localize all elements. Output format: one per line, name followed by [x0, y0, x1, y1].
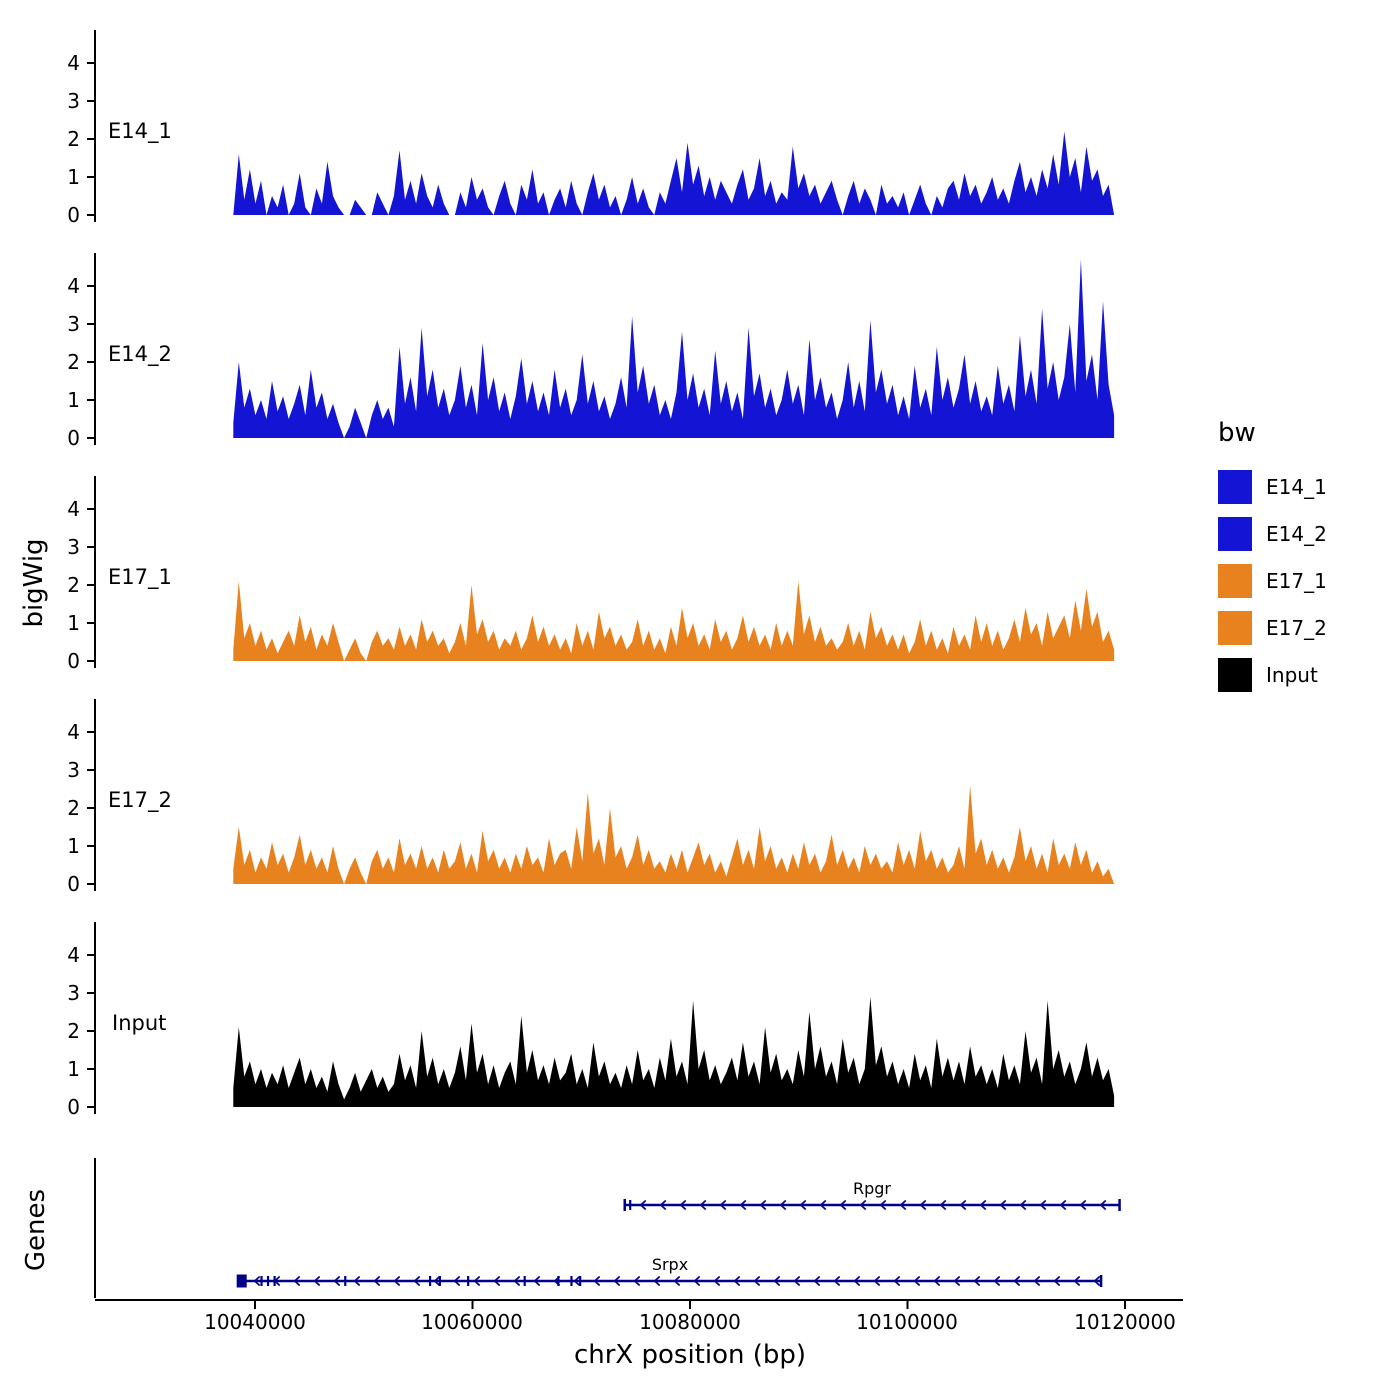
y-tick-label: 3 — [67, 89, 80, 113]
y-tick-label: 4 — [67, 51, 80, 75]
y-tick-label: 4 — [67, 943, 80, 967]
x-tick-label: 10040000 — [204, 1310, 306, 1334]
y-tick-label: 1 — [67, 834, 80, 858]
y-tick-label: 0 — [67, 872, 80, 896]
legend-swatch-input — [1218, 658, 1252, 692]
y-tick-label: 1 — [67, 388, 80, 412]
x-tick-label: 10120000 — [1074, 1310, 1176, 1334]
x-tick-label: 10080000 — [639, 1310, 741, 1334]
y-tick-label: 1 — [67, 165, 80, 189]
y-tick-label: 0 — [67, 649, 80, 673]
legend-entry-e17-2: E17_2 — [1218, 611, 1327, 645]
genes-axis-title: Genes — [21, 1188, 51, 1272]
y-tick-label: 4 — [67, 497, 80, 521]
y-tick-label: 2 — [67, 573, 80, 597]
gene-label-rpgr: Rpgr — [852, 1179, 892, 1198]
legend-title: bw — [1218, 418, 1256, 448]
legend-entry-e17-1: E17_1 — [1218, 564, 1327, 598]
y-tick-label: 1 — [67, 611, 80, 635]
legend-swatch-e17-2 — [1218, 611, 1252, 645]
legend-label: E17_1 — [1266, 569, 1327, 593]
y-tick-label: 2 — [67, 1019, 80, 1043]
legend-label: E14_2 — [1266, 522, 1327, 546]
y-tick-label: 3 — [67, 535, 80, 559]
facet-label-e17-1: E17_1 — [108, 565, 172, 589]
facet-label-e17-2: E17_2 — [108, 788, 172, 812]
y-tick-label: 2 — [67, 796, 80, 820]
x-tick-label: 10060000 — [421, 1310, 523, 1334]
gene-label-srpx: Srpx — [651, 1255, 689, 1274]
y-tick-label: 0 — [67, 1095, 80, 1119]
x-axis-title: chrX position (bp) — [573, 1340, 807, 1370]
y-tick-label: 4 — [67, 274, 80, 298]
y-tick-label: 2 — [67, 127, 80, 151]
legend-swatch-e14-1 — [1218, 470, 1252, 504]
legend-swatch-e17-1 — [1218, 564, 1252, 598]
y-tick-label: 0 — [67, 426, 80, 450]
legend-entry-input: Input — [1218, 658, 1327, 692]
y-tick-label: 3 — [67, 758, 80, 782]
y-tick-label: 4 — [67, 720, 80, 744]
y-tick-label: 3 — [67, 312, 80, 336]
y-tick-label: 3 — [67, 981, 80, 1005]
y-tick-label: 0 — [67, 203, 80, 227]
legend-label: E14_1 — [1266, 475, 1327, 499]
legend-entry-e14-1: E14_1 — [1218, 470, 1327, 504]
facet-label-e14-2: E14_2 — [108, 342, 172, 366]
legend-entry-e14-2: E14_2 — [1218, 517, 1327, 551]
facet-label-e14-1: E14_1 — [108, 119, 172, 143]
legend: bw E14_1 E14_2 E17_1 E17_2 Input — [1218, 418, 1327, 705]
legend-label: Input — [1266, 663, 1318, 687]
legend-swatch-e14-2 — [1218, 517, 1252, 551]
legend-label: E17_2 — [1266, 616, 1327, 640]
facet-label-input: Input — [112, 1011, 167, 1035]
x-tick-label: 10100000 — [856, 1310, 958, 1334]
y-tick-label: 2 — [67, 350, 80, 374]
y-tick-label: 1 — [67, 1057, 80, 1081]
